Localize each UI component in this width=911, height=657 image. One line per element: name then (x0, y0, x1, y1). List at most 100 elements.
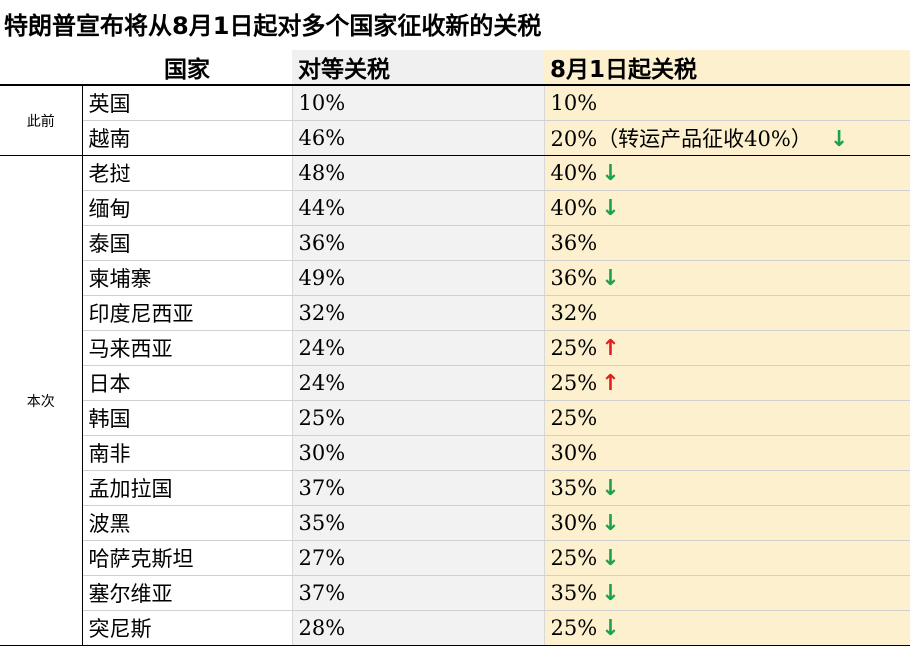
table-header-row: 国家 对等关税 8月1日起关税 (0, 50, 910, 86)
country-cell: 韩国 (82, 400, 292, 436)
new-tariff-value: 25% (550, 546, 598, 570)
country-cell: 南非 (82, 435, 292, 471)
new-tariff-value: 32% (550, 301, 598, 325)
new-tariff-value: 36% (550, 231, 598, 255)
reciprocal-tariff-cell: 27% (291, 540, 544, 576)
new-tariff-cell: 36% (543, 225, 910, 261)
new-tariff-cell: 25% ↑ (543, 365, 910, 401)
country-cell: 缅甸 (82, 190, 292, 226)
table-row: 缅甸 44% 40% ↓ (0, 190, 910, 226)
new-tariff-value: 25% (550, 616, 598, 640)
table-row: 突尼斯 28% 25% ↓ (0, 610, 910, 646)
tariff-table: 国家 对等关税 8月1日起关税 此前 英国 10% 10% 越南 46% 20%（转运产品征… (0, 50, 910, 646)
reciprocal-tariff-cell: 28% (291, 610, 544, 646)
country-cell: 突尼斯 (82, 610, 292, 646)
header-group (0, 50, 82, 86)
group-label: 此前 (0, 85, 83, 156)
header-country: 国家 (82, 50, 292, 86)
new-tariff-cell: 10% (543, 85, 910, 121)
country-cell: 柬埔寨 (82, 260, 292, 296)
arrow-down-icon: ↓ (601, 546, 620, 571)
new-tariff-value: 25% (550, 406, 598, 430)
new-tariff-cell: 20%（转运产品征收40%） ↓ (543, 120, 910, 156)
table-row: 印度尼西亚 32% 32% (0, 295, 910, 331)
table-row: 塞尔维亚 37% 35% ↓ (0, 575, 910, 611)
country-cell: 老挝 (82, 155, 292, 191)
country-cell: 塞尔维亚 (82, 575, 292, 611)
new-tariff-cell: 30% (543, 435, 910, 471)
reciprocal-tariff-cell: 46% (291, 120, 544, 156)
country-cell: 日本 (82, 365, 292, 401)
new-tariff-value: 36% (550, 266, 598, 290)
new-tariff-cell: 25% ↓ (543, 610, 910, 646)
reciprocal-tariff-cell: 24% (291, 330, 544, 366)
arrow-down-icon: ↓ (601, 476, 620, 501)
table-row: 泰国 36% 36% (0, 225, 910, 261)
arrow-down-icon: ↓ (601, 196, 620, 221)
country-cell: 马来西亚 (82, 330, 292, 366)
country-cell: 波黑 (82, 505, 292, 541)
new-tariff-cell: 25% (543, 400, 910, 436)
new-tariff-value: 40% (550, 161, 598, 185)
new-tariff-value: 40% (550, 196, 598, 220)
reciprocal-tariff-cell: 48% (291, 155, 544, 191)
table-row: 柬埔寨 49% 36% ↓ (0, 260, 910, 296)
new-tariff-value: 35% (550, 581, 598, 605)
new-tariff-cell: 25% ↓ (543, 540, 910, 576)
new-tariff-cell: 40% ↓ (543, 155, 910, 191)
table-row: 孟加拉国 37% 35% ↓ (0, 470, 910, 506)
reciprocal-tariff-cell: 37% (291, 575, 544, 611)
header-new-tariff: 8月1日起关税 (544, 50, 910, 86)
reciprocal-tariff-cell: 25% (291, 400, 544, 436)
country-cell: 英国 (82, 85, 292, 121)
new-tariff-cell: 30% ↓ (543, 505, 910, 541)
new-tariff-value: 35% (550, 476, 598, 500)
reciprocal-tariff-cell: 24% (291, 365, 544, 401)
arrow-down-icon: ↓ (601, 161, 620, 186)
arrow-down-icon: ↓ (601, 581, 620, 606)
reciprocal-tariff-cell: 37% (291, 470, 544, 506)
reciprocal-tariff-cell: 30% (291, 435, 544, 471)
new-tariff-cell: 35% ↓ (543, 575, 910, 611)
table-row: 韩国 25% 25% (0, 400, 910, 436)
new-tariff-cell: 36% ↓ (543, 260, 910, 296)
new-tariff-cell: 32% (543, 295, 910, 331)
new-tariff-value: 30% (550, 441, 598, 465)
table-row: 哈萨克斯坦 27% 25% ↓ (0, 540, 910, 576)
new-tariff-value: 25% (550, 336, 598, 360)
arrow-down-icon: ↓ (829, 127, 849, 152)
arrow-down-icon: ↓ (601, 511, 620, 536)
table-row: 马来西亚 24% 25% ↑ (0, 330, 910, 366)
country-cell: 孟加拉国 (82, 470, 292, 506)
country-cell: 印度尼西亚 (82, 295, 292, 331)
new-tariff-cell: 35% ↓ (543, 470, 910, 506)
page-title: 特朗普宣布将从8月1日起对多个国家征收新的关税 (4, 12, 542, 40)
new-tariff-cell: 40% ↓ (543, 190, 910, 226)
reciprocal-tariff-cell: 44% (291, 190, 544, 226)
country-cell: 越南 (82, 120, 292, 156)
arrow-up-icon: ↑ (601, 336, 620, 361)
new-tariff-value: 20%（转运产品征收40%） (550, 127, 812, 151)
new-tariff-cell: 25% ↑ (543, 330, 910, 366)
reciprocal-tariff-cell: 10% (291, 85, 544, 121)
group-label: 本次 (0, 155, 83, 646)
table-row: 此前 英国 10% 10% (0, 85, 910, 156)
reciprocal-tariff-cell: 32% (291, 295, 544, 331)
new-tariff-value: 30% (550, 511, 598, 535)
reciprocal-tariff-cell: 36% (291, 225, 544, 261)
new-tariff-value: 25% (550, 371, 598, 395)
arrow-up-icon: ↑ (601, 371, 620, 396)
country-cell: 哈萨克斯坦 (82, 540, 292, 576)
reciprocal-tariff-cell: 35% (291, 505, 544, 541)
arrow-down-icon: ↓ (601, 266, 620, 291)
arrow-down-icon: ↓ (601, 616, 620, 641)
header-reciprocal-tariff: 对等关税 (292, 50, 544, 86)
table-row: 波黑 35% 30% ↓ (0, 505, 910, 541)
table-row: 南非 30% 30% (0, 435, 910, 471)
country-cell: 泰国 (82, 225, 292, 261)
table-row: 日本 24% 25% ↑ (0, 365, 910, 401)
reciprocal-tariff-cell: 49% (291, 260, 544, 296)
table-row: 本次 老挝 48% 40% ↓ (0, 155, 910, 646)
table-row: 越南 46% 20%（转运产品征收40%） ↓ (0, 120, 910, 156)
new-tariff-value: 10% (550, 91, 598, 115)
